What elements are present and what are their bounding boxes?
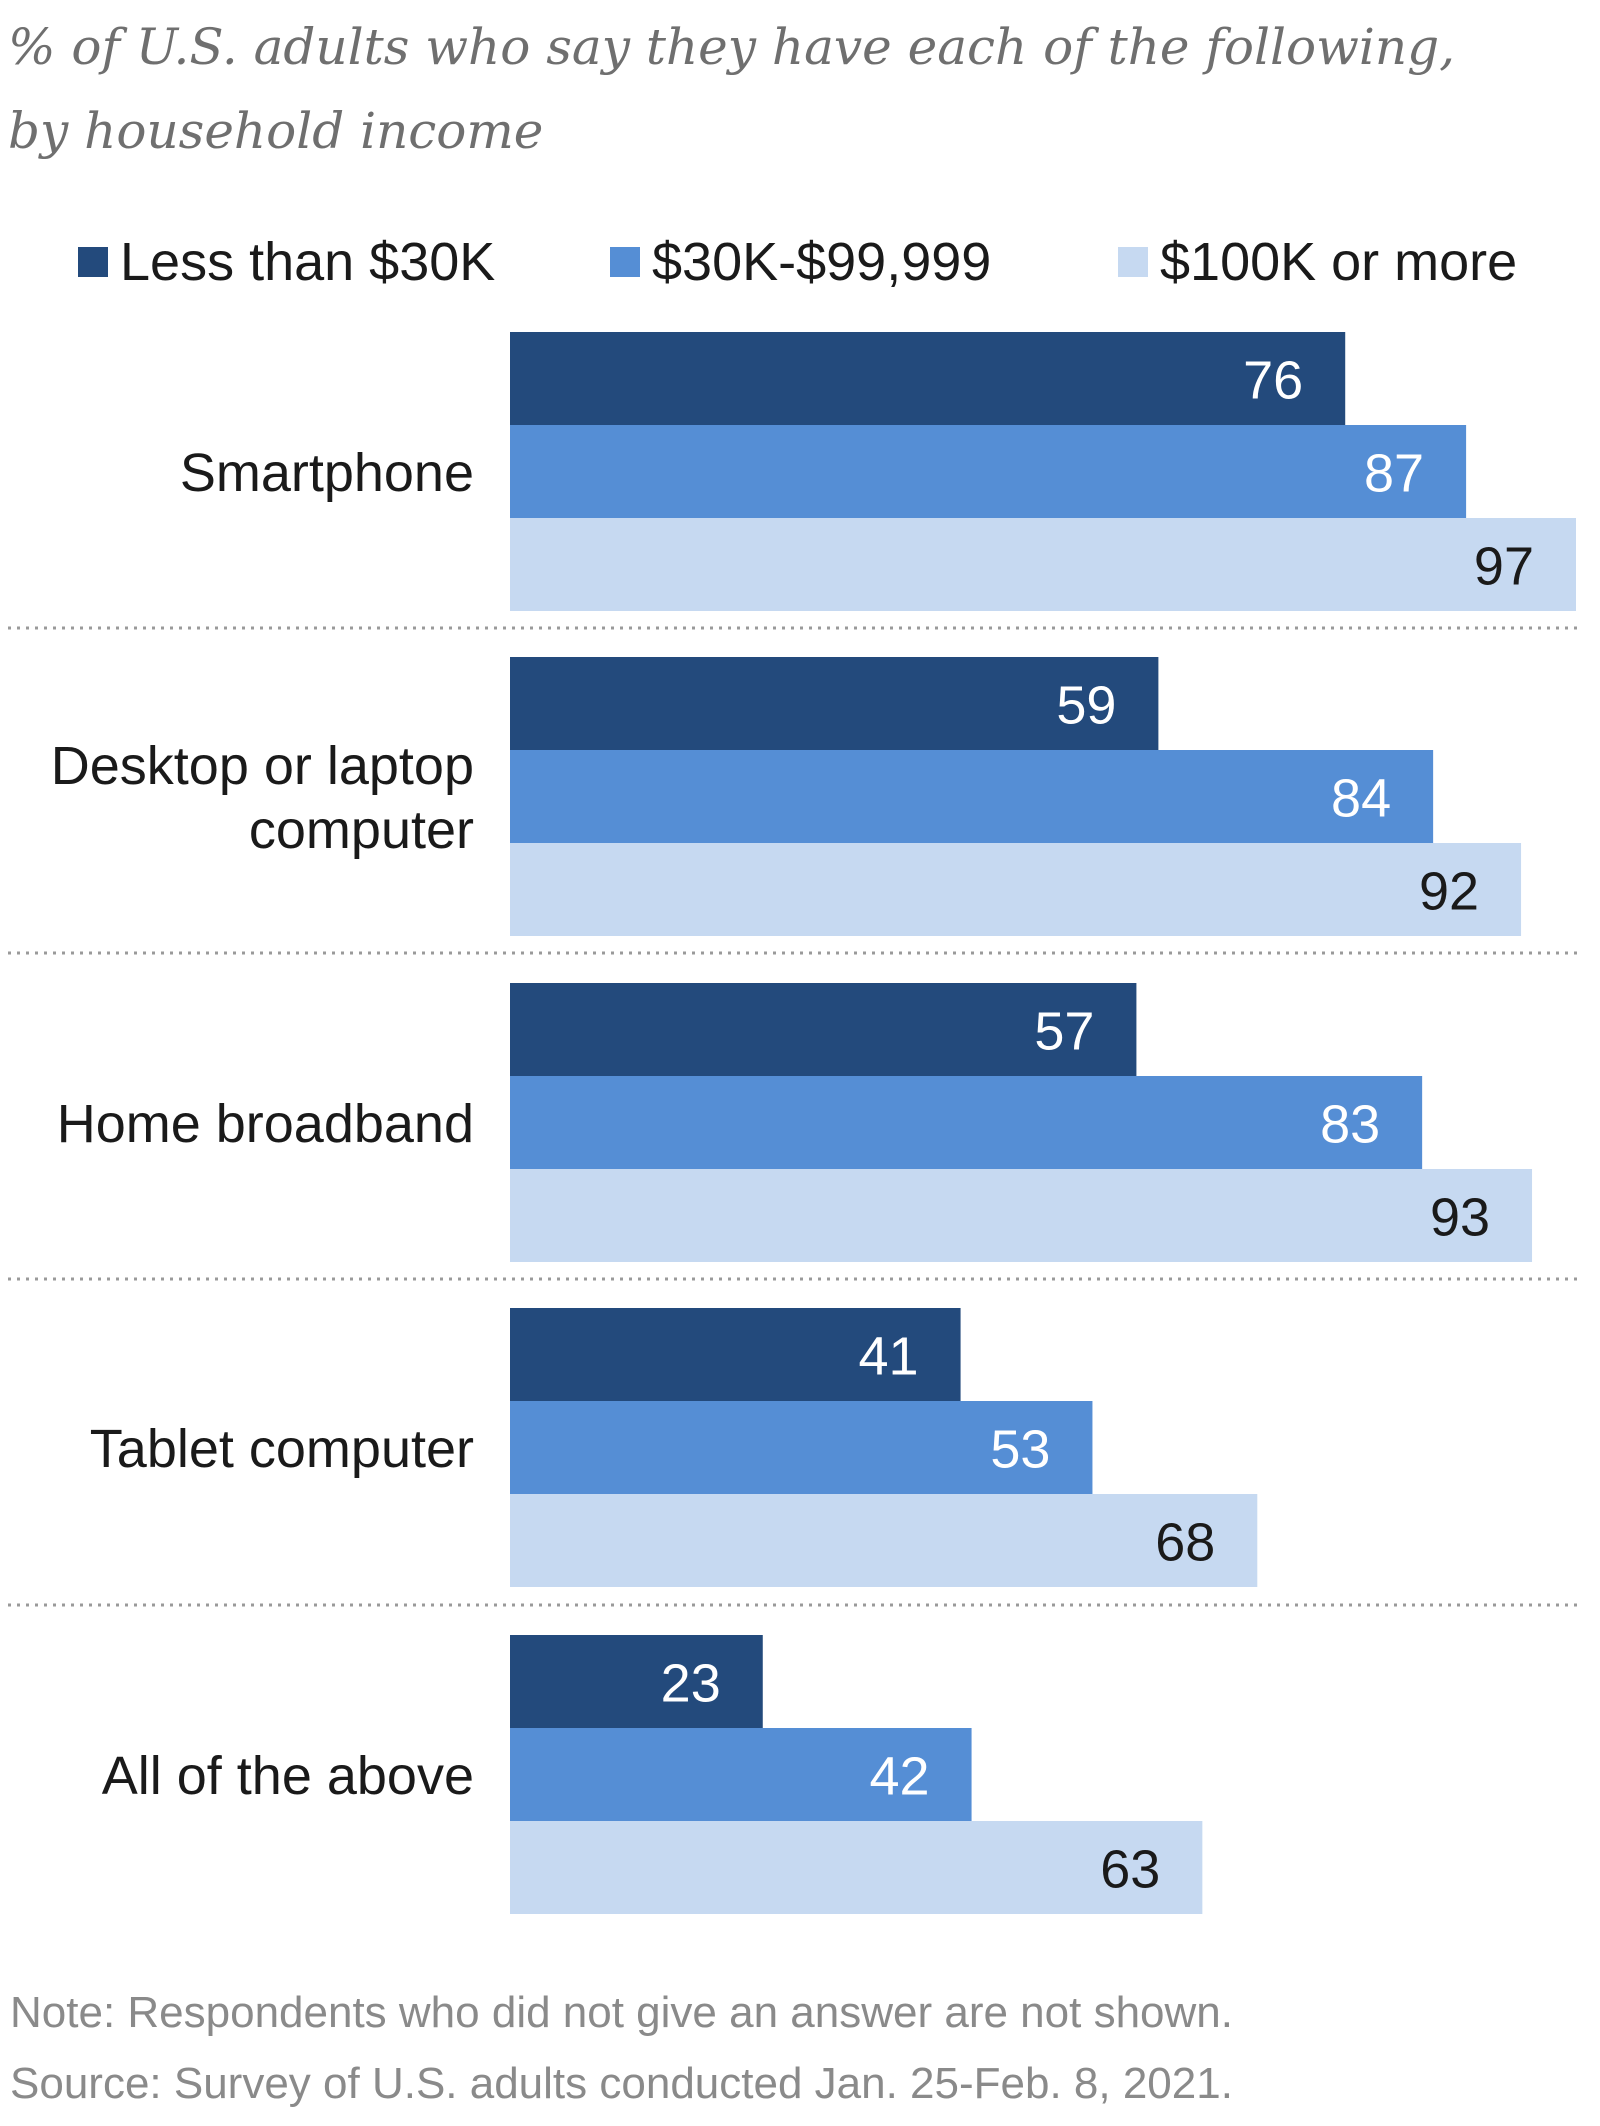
bar <box>510 518 1576 611</box>
bar <box>510 1169 1533 1262</box>
bar-value-label: 63 <box>1100 1840 1160 1900</box>
bar <box>510 983 1137 1076</box>
subtitle-line: by household income <box>8 102 543 160</box>
bar-value-label: 42 <box>869 1747 929 1807</box>
bar-value-label: 76 <box>1243 351 1303 411</box>
footer: Note: Respondents who did not give an an… <box>10 1988 1233 2108</box>
category-group: Home broadband 57 83 93 <box>57 983 1533 1262</box>
legend-swatch <box>610 247 640 277</box>
category-label: computer <box>249 800 474 860</box>
bar-value-label: 57 <box>1034 1002 1094 1062</box>
bar-value-label: 53 <box>990 1420 1050 1480</box>
legend-swatch <box>1118 247 1148 277</box>
bar <box>510 1821 1203 1914</box>
category-group: Tablet computer 41 53 68 <box>90 1308 1258 1587</box>
category-group: All of the above 23 42 63 <box>102 1635 1203 1914</box>
bar-value-label: 23 <box>661 1654 721 1714</box>
legend: Less than $30K $30K-$99,999 $100K or more <box>78 232 1517 292</box>
category-label: Tablet computer <box>90 1419 474 1479</box>
bar <box>510 1401 1093 1494</box>
bar-value-label: 84 <box>1331 769 1391 829</box>
bar-value-label: 97 <box>1474 537 1534 597</box>
bar <box>510 1076 1423 1169</box>
bar <box>510 1308 961 1401</box>
chart-subtitle: % of U.S. adults who say they have each … <box>8 18 1455 160</box>
bar <box>510 1728 972 1821</box>
bar-value-label: 41 <box>858 1327 918 1387</box>
subtitle-line: % of U.S. adults who say they have each … <box>8 18 1455 76</box>
bar <box>510 750 1434 843</box>
category-label: All of the above <box>102 1746 474 1806</box>
category-label: Desktop or laptop <box>51 736 474 796</box>
bar <box>510 332 1346 425</box>
legend-label: $100K or more <box>1160 232 1517 292</box>
bar-value-label: 83 <box>1320 1095 1380 1155</box>
bar <box>510 843 1522 936</box>
category-group: Smartphone 76 87 97 <box>180 332 1576 611</box>
legend-label: Less than $30K <box>120 232 495 292</box>
legend-label: $30K-$99,999 <box>652 232 991 292</box>
bar-value-label: 68 <box>1155 1513 1215 1573</box>
category-label: Smartphone <box>180 443 474 503</box>
bar-value-label: 93 <box>1430 1188 1490 1248</box>
legend-swatch <box>78 247 108 277</box>
category-label: Home broadband <box>57 1094 474 1154</box>
plot-area: Smartphone 76 87 97 Desktop or laptopcompute… <box>8 332 1578 1914</box>
bar <box>510 425 1467 518</box>
note-text: Note: Respondents who did not give an an… <box>10 1988 1233 2037</box>
bar <box>510 1494 1258 1587</box>
bar-value-label: 87 <box>1364 444 1424 504</box>
source-text: Source: Survey of U.S. adults conducted … <box>10 2059 1233 2108</box>
bar-value-label: 92 <box>1419 862 1479 922</box>
bar <box>510 1635 763 1728</box>
bar-value-label: 59 <box>1056 676 1116 736</box>
bar <box>510 657 1159 750</box>
